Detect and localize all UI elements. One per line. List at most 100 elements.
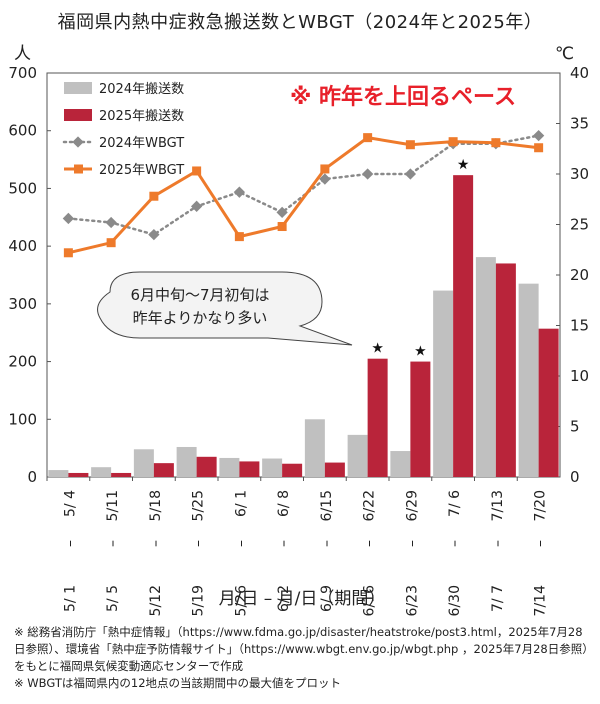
point-2025年WBGT (63, 248, 73, 258)
y-right-tick-label: 35 (570, 115, 589, 133)
x-end-label: 6/ 8 (276, 490, 292, 517)
x-end-label: 6/22 (362, 490, 378, 521)
y-right-tick-label: 25 (570, 216, 589, 234)
highlight-annotation: ※ 昨年を上回るペース (290, 84, 516, 110)
point-2025年WBGT (320, 164, 330, 174)
point-2025年WBGT (234, 232, 244, 242)
x-end-label: 5/ 4 (62, 490, 78, 517)
point-2024年WBGT (319, 173, 331, 185)
callout-text: 昨年よりかなり多い (133, 309, 268, 327)
point-2025年WBGT (363, 133, 373, 143)
bar-2024年搬送数 (518, 283, 539, 477)
bar-2024年搬送数 (304, 419, 325, 477)
point-2024年WBGT (105, 216, 117, 229)
point-2025年WBGT (106, 238, 116, 248)
x-end-label: 6/ 1 (233, 490, 249, 517)
y-left-tick-label: 200 (8, 353, 37, 371)
point-2025年WBGT (277, 222, 287, 232)
x-end-label: 7/ 6 (447, 490, 463, 517)
x-dash-label: – (233, 540, 249, 547)
bar-2025年搬送数 (282, 463, 303, 477)
point-2024年WBGT (532, 129, 545, 142)
y-right-tick-label: 0 (570, 468, 580, 486)
x-dash-label: – (533, 540, 549, 547)
point-2024年WBGT (361, 168, 374, 180)
point-2024年WBGT (233, 186, 246, 198)
point-2025年WBGT (405, 140, 415, 150)
bar-2025年搬送数 (410, 361, 431, 477)
bar-2024年搬送数 (219, 457, 240, 477)
x-start-label: 6/16 (362, 585, 378, 617)
x-dash-label: – (447, 540, 463, 547)
y-right-tick-label: 40 (570, 64, 589, 82)
bar-2025年搬送数 (367, 358, 388, 477)
bar-2024年搬送数 (433, 290, 454, 477)
chart-title: 福岡県内熱中症救急搬送数とWBGT（2024年と2025年） (57, 12, 543, 33)
y-left-tick-label: 100 (8, 410, 37, 428)
bar-2025年搬送数 (495, 263, 516, 477)
legend-swatch-marker (74, 164, 83, 174)
bar-2024年搬送数 (133, 449, 154, 477)
y-right-tick-label: 20 (570, 266, 589, 284)
y-left-tick-label: 700 (8, 64, 37, 82)
point-2025年WBGT (192, 166, 202, 176)
legend-label: 2025年搬送数 (99, 109, 184, 124)
x-end-label: 5/18 (148, 490, 164, 521)
x-axis-label: 月/日 – 月/日（期間） (219, 589, 386, 609)
legend-swatch (64, 82, 92, 94)
source-note-2: ※ WBGTは福岡県内の12地点の当該期間中の最大値をプロット (14, 676, 342, 690)
point-2025年WBGT (149, 191, 159, 201)
point-2024年WBGT (148, 228, 160, 241)
star-marker: ★ (371, 341, 384, 357)
chart-svg: 0 100 200 300 400 500 600 700 0 5 10 15 20 25 30 35 40 人 ℃… (8, 44, 589, 616)
x-start-label: 6/ 9 (319, 585, 335, 612)
x-start-label: 5/ 1 (62, 585, 78, 612)
bar-2024年搬送数 (176, 446, 197, 477)
bar-2025年搬送数 (68, 472, 89, 477)
x-start-label: 7/ 7 (490, 585, 506, 612)
x-start-label: 6/23 (404, 585, 420, 616)
x-dash-label: – (191, 540, 207, 547)
y-left-tick-label: 500 (8, 179, 37, 197)
x-start-label: 5/ 5 (105, 585, 121, 612)
bar-2025年搬送数 (153, 463, 174, 477)
x-end-label: 5/25 (191, 490, 207, 521)
x-end-label: 5/11 (105, 490, 121, 521)
x-start-label: 6/30 (447, 585, 463, 616)
x-dash-label: – (62, 540, 78, 547)
legend-swatch (64, 109, 92, 121)
bar-2024年搬送数 (347, 434, 368, 477)
star-marker: ★ (414, 344, 427, 360)
y-left-tick-label: 300 (8, 295, 37, 313)
x-start-label: 5/12 (148, 585, 164, 616)
x-dash-label: – (404, 540, 420, 547)
bar-2025年搬送数 (239, 461, 260, 477)
bar-2025年搬送数 (111, 472, 132, 477)
x-start-label: 5/26 (233, 585, 249, 617)
star-marker: ★ (457, 157, 470, 173)
bar-2024年搬送数 (390, 451, 411, 477)
bar-2024年搬送数 (91, 467, 112, 477)
y-left-tick-label: 0 (27, 468, 37, 486)
x-dash-label: – (362, 540, 378, 547)
chart-labels: 0 100 200 300 400 500 600 700 0 5 10 15 20 25 30 35 40 人 ℃… (8, 44, 589, 616)
x-dash-label: – (148, 540, 164, 547)
x-dash-label: – (105, 540, 121, 547)
x-end-label: 6/15 (319, 490, 335, 521)
point-2024年WBGT (404, 168, 417, 180)
bar-2025年搬送数 (453, 175, 474, 477)
y-right-tick-label: 15 (570, 317, 589, 335)
y-left-unit: 人 (14, 44, 31, 64)
y-right-tick-label: 5 (570, 418, 580, 436)
callout-text: 6月中旬～7月初旬は (130, 286, 269, 304)
bar-2024年搬送数 (475, 257, 496, 477)
legend-label: 2024年WBGT (99, 136, 184, 151)
source-note-1: ※ 総務省消防庁「熱中症情報」（https://www.fdma.go.jp/d… (14, 625, 588, 673)
x-start-label: 6/ 2 (276, 585, 292, 612)
x-start-label: 7/14 (533, 585, 549, 617)
y-right-unit: ℃ (555, 44, 574, 64)
x-dash-label: – (490, 540, 506, 547)
callout-shape (97, 271, 353, 346)
bar-2024年搬送数 (48, 470, 69, 477)
